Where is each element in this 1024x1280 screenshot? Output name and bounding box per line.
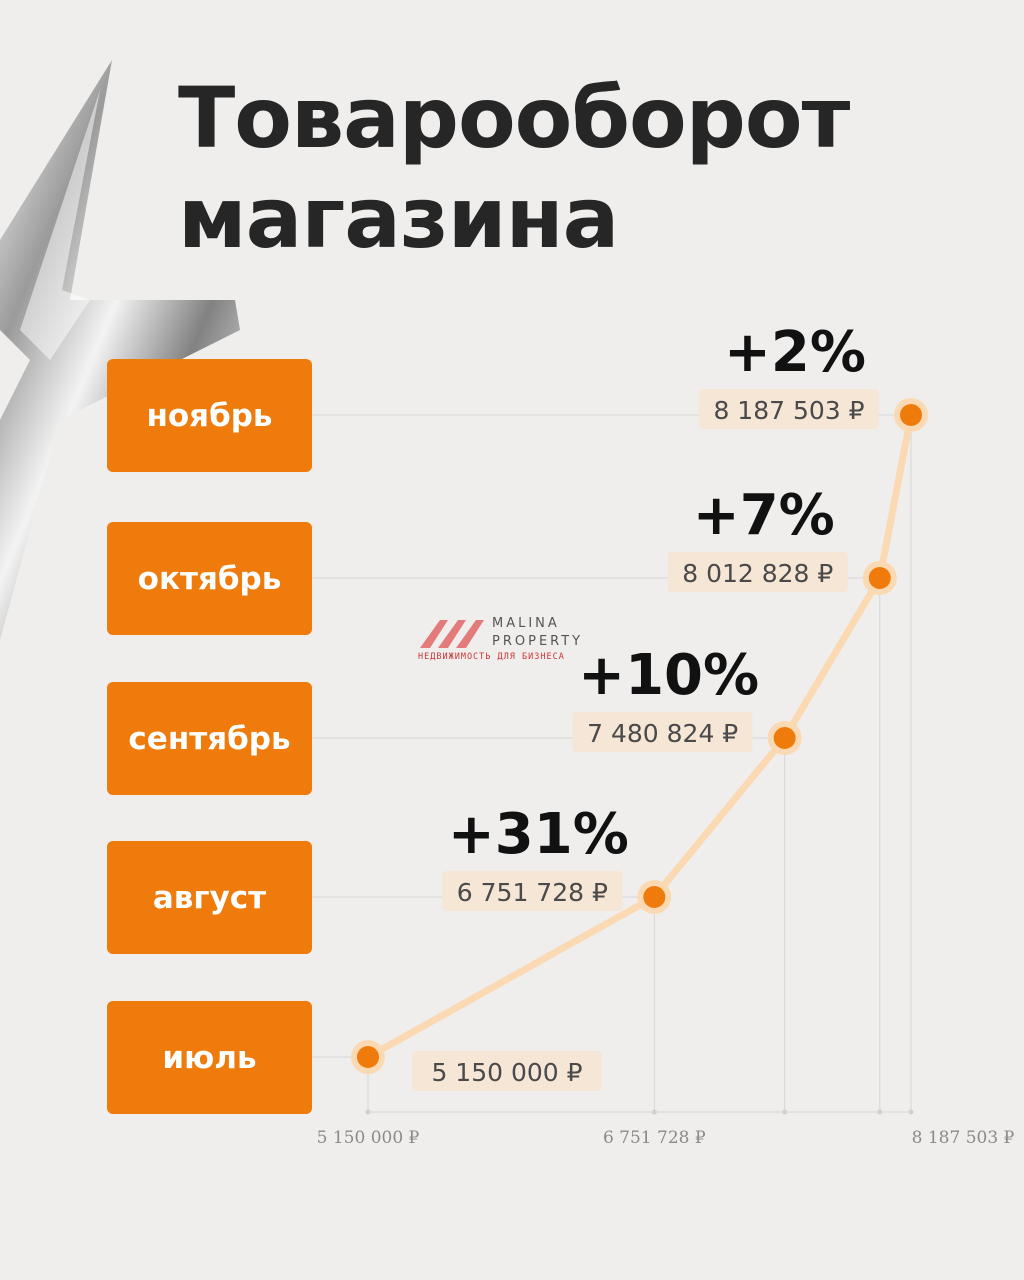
axis-tick-label: 8 187 503 ₽ [912, 1128, 1015, 1148]
growth-label: +10% [578, 643, 759, 708]
value-label-bg [699, 389, 879, 429]
logo-name-line-2: PROPERTY [492, 634, 584, 649]
month-label: ноябрь [107, 359, 312, 472]
value-label: 6 751 728 ₽ [457, 878, 608, 907]
value-label: 8 187 503 ₽ [713, 396, 864, 425]
value-label-bg [667, 552, 848, 592]
month-label: сентябрь [107, 682, 312, 795]
data-point [900, 404, 922, 426]
value-label-bg [572, 712, 753, 752]
value-label: 5 150 000 ₽ [431, 1058, 582, 1087]
month-label: июль [107, 1001, 312, 1114]
logo-mark-icon [420, 620, 484, 648]
value-label-bg [412, 1051, 602, 1091]
growth-label: +7% [693, 483, 835, 548]
data-point [868, 567, 891, 589]
title-line-1: Товарооборот [178, 69, 850, 167]
data-point [643, 886, 666, 908]
page-title: Товарооборот магазина [178, 68, 850, 268]
month-label: октябрь [107, 522, 312, 635]
month-label: август [107, 841, 312, 954]
growth-label: +31% [448, 802, 629, 867]
logo-tagline: НЕДВИЖИМОСТЬ ДЛЯ БИЗНЕСА [418, 652, 565, 662]
axis-tick-label: 6 751 728 ₽ [603, 1128, 706, 1148]
brand-logo: MALINA PROPERTY НЕДВИЖИМОСТЬ ДЛЯ БИЗНЕСА [418, 612, 608, 666]
growth-label: +2% [724, 320, 866, 385]
value-label: 8 012 828 ₽ [682, 559, 833, 588]
data-point [773, 727, 796, 749]
logo-name-line-1: MALINA [492, 616, 560, 631]
axis-tick-label: 5 150 000 ₽ [317, 1128, 420, 1148]
value-label-bg [442, 871, 623, 911]
value-label: 7 480 824 ₽ [587, 719, 738, 748]
data-point [357, 1046, 379, 1068]
title-line-2: магазина [178, 169, 619, 267]
